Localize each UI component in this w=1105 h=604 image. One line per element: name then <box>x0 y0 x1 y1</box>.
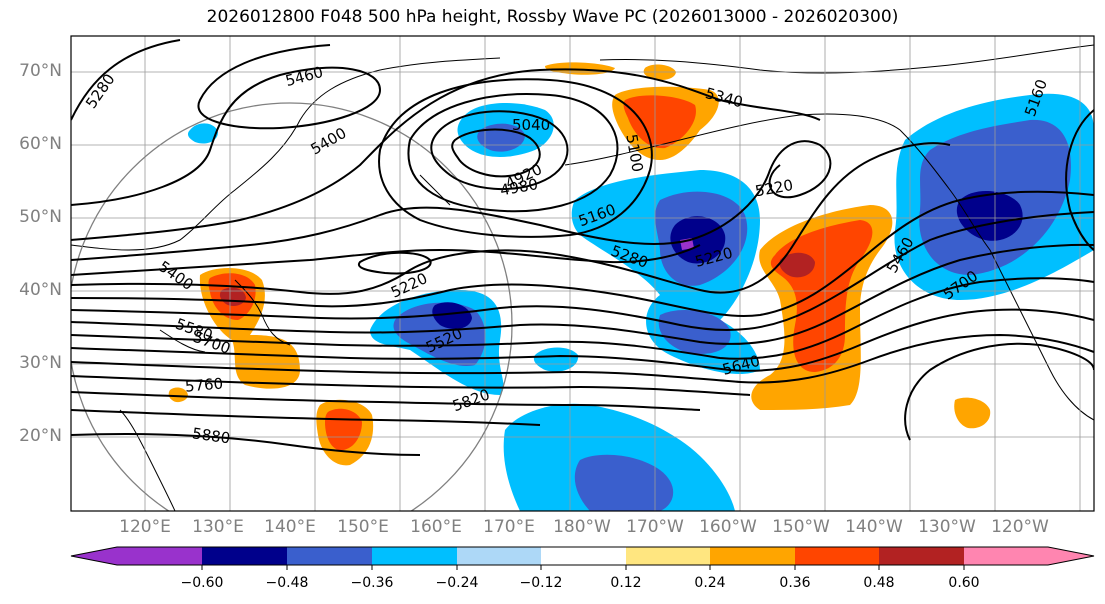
colorbar-tick-label: −0.60 <box>180 575 224 591</box>
contour-label: 5040 <box>512 116 550 134</box>
colorbar-tick-label: −0.24 <box>435 575 479 591</box>
positive-anomaly-arctic-core <box>623 95 696 149</box>
colorbar-bin <box>117 547 202 565</box>
colorbar-bin <box>372 547 457 565</box>
lat-label: 20°N <box>19 426 62 446</box>
lon-label: 150°E <box>337 517 389 537</box>
positive-anomaly-west <box>168 387 188 403</box>
lon-label: 170°W <box>626 517 684 537</box>
lat-label: 70°N <box>19 61 62 81</box>
lon-label: 150°W <box>772 517 830 537</box>
map-panel: 5280 5460 5400 5040 4920 4980 5100 5340 … <box>71 36 1094 511</box>
contour-label: 5400 <box>307 124 349 159</box>
lon-label: 140°E <box>264 517 316 537</box>
colorbar-bin <box>287 547 372 565</box>
colorbar-min-extend <box>71 547 117 565</box>
colorbar-outline <box>70 546 1095 566</box>
colorbar-bin <box>795 547 879 565</box>
colorbar-max-extend <box>1048 547 1094 565</box>
positive-anomaly-gulf-alaska-center <box>779 252 815 278</box>
colorbar-bin <box>964 547 1048 565</box>
contour-label: 5460 <box>284 63 326 90</box>
map-frame <box>70 35 1095 512</box>
lon-label: 120°E <box>119 517 171 537</box>
colorbar-tick-label: 0.12 <box>610 575 642 591</box>
colorbar-bin <box>879 547 964 565</box>
colorbar-tick-label: 0.60 <box>948 575 980 591</box>
lat-label: 30°N <box>19 353 62 373</box>
contour-label: 5880 <box>191 424 231 447</box>
negative-anomaly-small-2 <box>187 123 218 144</box>
negative-anomaly-tropics-core <box>574 454 674 511</box>
colorbar-bin <box>457 547 541 565</box>
lon-label: 140°W <box>845 517 903 537</box>
figure-title: 2026012800 F048 500 hPa height, Rossby W… <box>206 7 899 27</box>
lon-label: 170°E <box>483 517 535 537</box>
negative-anomaly-nw-pacific-center <box>432 302 472 330</box>
lat-label: 50°N <box>19 207 62 227</box>
contour-label: 5760 <box>184 374 224 395</box>
lat-label: 60°N <box>19 134 62 154</box>
colorbar-tick-label: 0.24 <box>694 575 726 591</box>
colorbar <box>70 546 1095 570</box>
lon-label: 120°W <box>991 517 1049 537</box>
colorbar-tick-label: −0.12 <box>519 575 563 591</box>
lon-label: 160°W <box>699 517 757 537</box>
colorbar-tick-label: −0.36 <box>350 575 394 591</box>
lon-label: 130°W <box>918 517 976 537</box>
colorbar-bin <box>541 547 626 565</box>
contour-label: 5400 <box>155 257 197 294</box>
colorbar-tick-label: 0.36 <box>779 575 811 591</box>
contour-label: 5820 <box>450 385 492 415</box>
height-contours <box>71 39 1094 456</box>
colorbar-tick-label: −0.48 <box>265 575 309 591</box>
colorbar-tick-label: 0.48 <box>863 575 895 591</box>
colorbar-bin <box>626 547 710 565</box>
colorbar-bin <box>710 547 795 565</box>
lon-label: 130°E <box>192 517 244 537</box>
graticule <box>71 36 1094 511</box>
positive-anomaly-east <box>954 397 991 429</box>
negative-anomaly-small-1 <box>533 347 579 372</box>
lat-label: 40°N <box>19 280 62 300</box>
colorbar-bin <box>202 547 287 565</box>
lon-label: 180°W <box>553 517 611 537</box>
lon-label: 160°E <box>410 517 462 537</box>
